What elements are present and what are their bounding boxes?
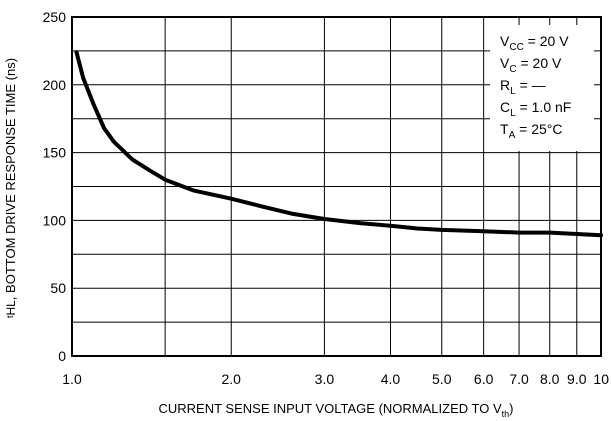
x-tick-label: 9.0 <box>567 371 587 387</box>
legend-box <box>490 25 594 151</box>
series-curve <box>74 50 603 238</box>
x-tick-labels: 1.0 2.0 3.0 4.0 5.0 6.0 7.0 8.0 9.0 10 <box>62 371 609 387</box>
y-axis-label: tHL, BOTTOM DRIVE RESPONSE TIME (ns) <box>3 58 18 318</box>
x-tick-label: 6.0 <box>474 371 494 387</box>
x-tick-label: 7.0 <box>509 371 529 387</box>
y-tick-label: 250 <box>43 9 67 25</box>
y-tick-label: 100 <box>43 212 67 228</box>
y-tick-label: 50 <box>50 280 66 296</box>
x-tick-label: 1.0 <box>62 371 82 387</box>
legend-entry: CL = 1.0 nF <box>500 99 571 119</box>
y-tick-label: 200 <box>43 77 67 93</box>
x-axis-label: CURRENT SENSE INPUT VOLTAGE (NORMALIZED … <box>159 401 514 419</box>
legend-entry: RL = — <box>500 77 546 97</box>
x-tick-label: 2.0 <box>222 371 242 387</box>
x-tick-label: 4.0 <box>381 371 401 387</box>
legend-entry: VC = 20 V <box>500 55 562 75</box>
legend-entry: TA = 25°C <box>500 121 562 141</box>
legend-entry: VCC = 20 V <box>500 33 569 53</box>
y-tick-label: 150 <box>43 145 67 161</box>
x-tick-label: 10 <box>593 371 609 387</box>
x-tick-label: 8.0 <box>540 371 560 387</box>
x-tick-label: 3.0 <box>315 371 335 387</box>
x-tick-label: 5.0 <box>432 371 452 387</box>
y-tick-label: 0 <box>58 348 66 364</box>
y-tick-labels: 0 50 100 150 200 250 <box>43 9 67 364</box>
plot-frame <box>71 16 602 357</box>
